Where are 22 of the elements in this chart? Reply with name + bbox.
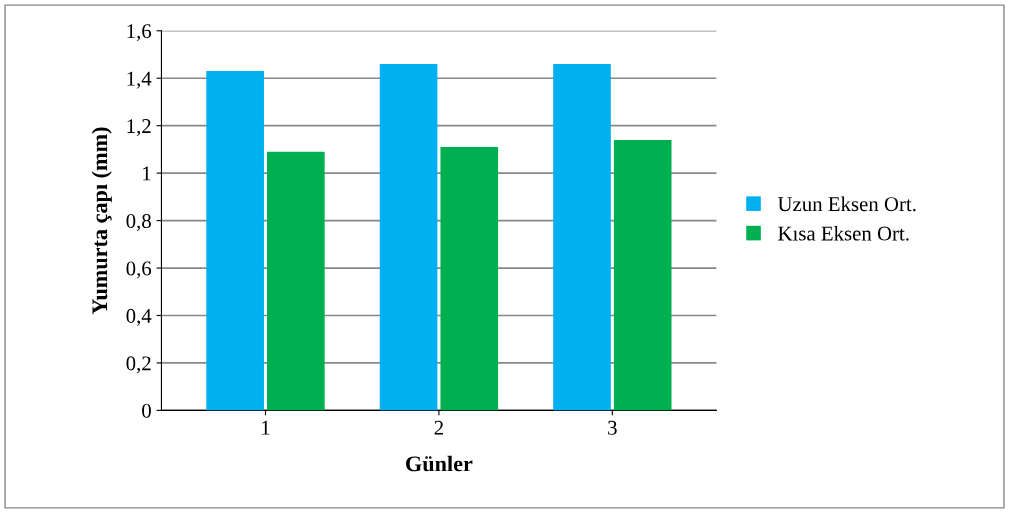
legend-label: Uzun Eksen Ort. xyxy=(777,196,916,212)
bar xyxy=(206,71,264,411)
y-tick-label: 0 xyxy=(142,403,151,418)
y-tick-label: 1,4 xyxy=(127,71,152,89)
bar xyxy=(553,64,611,411)
y-tick-label: 1,6 xyxy=(127,24,152,42)
y-tick-label: 0,8 xyxy=(126,213,151,232)
bar xyxy=(440,147,499,411)
x-tick-label: 3 xyxy=(608,420,617,435)
y-axis-title: Yumurta çapı (mm) xyxy=(91,127,112,315)
y-tick-label: 0,2 xyxy=(126,356,151,374)
bar xyxy=(379,64,438,411)
y-tick-label: 0,6 xyxy=(126,261,152,279)
legend-label: Kısa Eksen Ort. xyxy=(778,225,909,241)
y-tick-label: 1 xyxy=(143,166,151,181)
bar xyxy=(613,139,672,411)
x-tick-label: 1 xyxy=(262,420,270,435)
x-tick-label: 2 xyxy=(434,420,443,435)
y-tick-label: 1,2 xyxy=(127,119,151,137)
x-axis-title: Günler xyxy=(406,455,473,472)
y-tick-label: 0,4 xyxy=(126,308,152,326)
bar xyxy=(267,151,325,411)
